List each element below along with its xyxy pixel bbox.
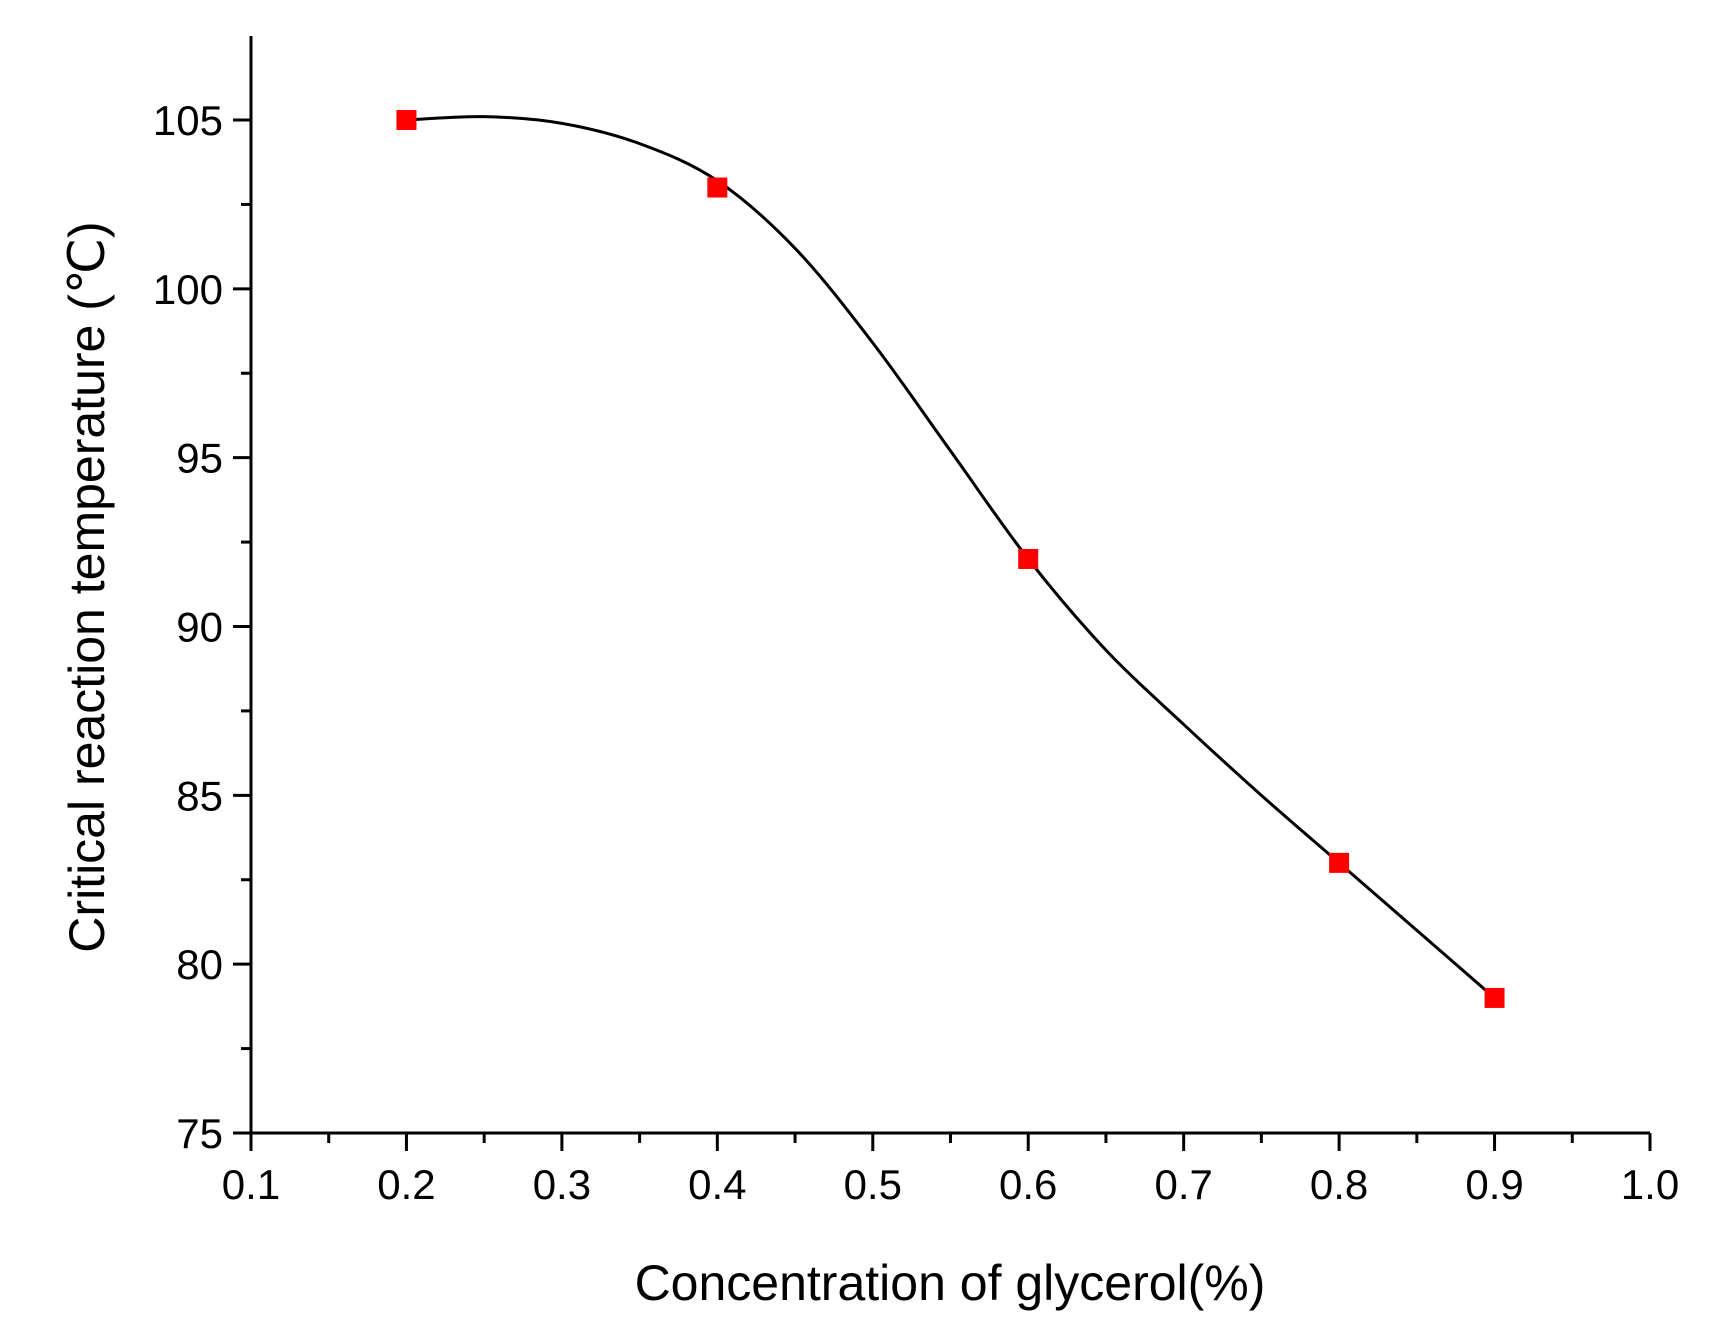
x-tick-label: 0.7 xyxy=(1154,1161,1212,1208)
x-tick-label: 0.8 xyxy=(1310,1161,1368,1208)
x-tick-label: 0.9 xyxy=(1465,1161,1523,1208)
x-ticks: 0.1 0.2 0.3 0.4 0.5 0.6 0.7 0.8 0.9 1.0 xyxy=(222,1133,1679,1208)
data-points xyxy=(396,110,1505,1008)
data-point xyxy=(1018,548,1039,569)
x-tick-label: 0.2 xyxy=(377,1161,435,1208)
y-tick-label: 100 xyxy=(153,266,223,313)
x-tick-label: 1.0 xyxy=(1621,1161,1679,1208)
y-tick-label: 75 xyxy=(176,1110,223,1157)
y-ticks: 75 80 85 90 95 100 105 xyxy=(153,97,251,1157)
x-tick-label: 0.4 xyxy=(688,1161,746,1208)
y-axis-title: Critical reaction temperature (℃) xyxy=(59,221,115,952)
x-axis-title: Concentration of glycerol(%) xyxy=(635,1255,1266,1311)
x-tick-label: 0.1 xyxy=(222,1161,280,1208)
data-point xyxy=(1484,987,1505,1008)
x-tick-label: 0.5 xyxy=(844,1161,902,1208)
data-point xyxy=(707,177,728,198)
fit-curve-line xyxy=(406,115,1496,1000)
y-tick-label: 105 xyxy=(153,97,223,144)
y-tick-label: 90 xyxy=(176,604,223,651)
data-point xyxy=(396,110,417,130)
x-tick-label: 0.3 xyxy=(533,1161,591,1208)
y-tick-label: 80 xyxy=(176,941,223,988)
fit-curve-layer xyxy=(406,115,1496,1000)
axes xyxy=(249,36,1650,1135)
x-tick-label: 0.6 xyxy=(999,1161,1057,1208)
y-tick-label: 95 xyxy=(176,435,223,482)
data-point xyxy=(1329,852,1350,873)
y-tick-label: 85 xyxy=(176,772,223,819)
